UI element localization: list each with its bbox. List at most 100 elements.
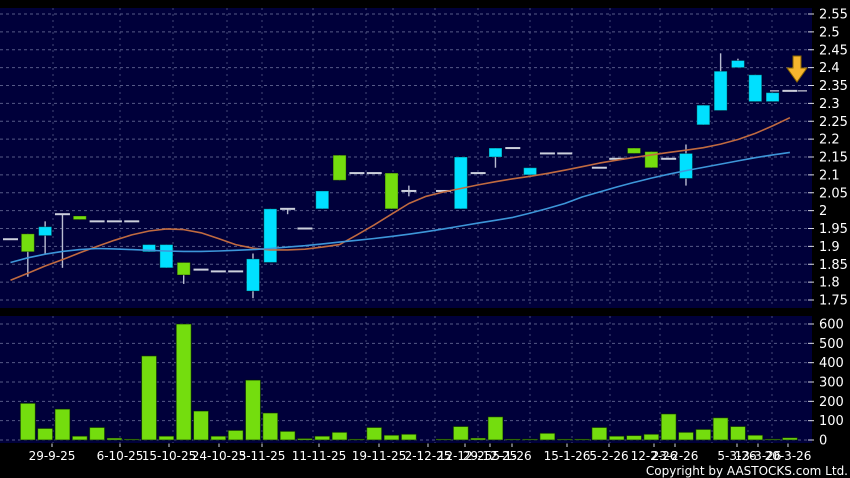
date-axis-label: 5-3-26 <box>717 449 756 463</box>
volume-bar <box>19 402 36 441</box>
volume-axis-label: 0 <box>819 434 827 449</box>
volume-bar <box>556 438 573 441</box>
volume-bar <box>106 437 123 441</box>
volume-bar <box>695 428 712 441</box>
volume-bar <box>781 437 798 441</box>
volume-bar <box>712 417 729 441</box>
volume-panel[interactable] <box>0 316 812 443</box>
copyright-text: Copyright by AASTOCKS.com Ltd. <box>646 464 848 478</box>
candle-down <box>20 233 35 253</box>
volume-bars <box>19 323 798 441</box>
date-axis-label: 12-12-25 <box>438 449 492 463</box>
volume-bar <box>71 435 88 441</box>
volume-bar <box>764 438 781 441</box>
volume-bar <box>574 438 591 441</box>
price-axis-label: 2.15 <box>819 151 848 166</box>
date-axis-label: 5-1-26 <box>492 449 531 463</box>
volume-bar <box>487 416 504 441</box>
price-axis-label: 2.55 <box>819 8 848 23</box>
volume-bar <box>314 435 331 441</box>
candle-up <box>730 59 745 69</box>
volume-axis: 600 500 400 300 200 100 0 <box>808 318 844 449</box>
price-panel[interactable] <box>0 8 812 308</box>
candles <box>3 53 798 299</box>
volume-bar <box>591 426 608 441</box>
date-axis-label: 15-10-25 <box>142 449 196 463</box>
candle-up <box>38 226 53 237</box>
volume-bar <box>89 426 106 441</box>
date-axis-label: 11-11-25 <box>292 449 346 463</box>
gridlines <box>0 8 812 443</box>
candle-down <box>627 147 642 154</box>
date-axis-label: 6-10-25 <box>97 449 144 463</box>
price-axis-label: 1.8 <box>819 276 840 291</box>
candle-up <box>765 92 780 103</box>
date-axis-label: 29-12-25 <box>463 449 517 463</box>
candle-up <box>245 258 260 292</box>
candle-up <box>678 152 693 179</box>
volume-bar <box>452 425 469 441</box>
volume-bar <box>470 437 487 441</box>
volume-axis-label: 600 <box>819 318 844 333</box>
volume-bar <box>539 432 556 441</box>
volume-bar <box>660 413 677 441</box>
ma-fast-orange-line <box>10 116 791 282</box>
price-axis-label: 2.5 <box>819 25 840 40</box>
down-arrow-icon <box>786 55 808 83</box>
date-axis-label: 2-12-25 <box>405 449 452 463</box>
price-axis-label: 1.75 <box>819 294 848 309</box>
price-axis-label: 2.2 <box>819 133 840 148</box>
candle-up <box>315 190 330 210</box>
candle-down <box>72 215 87 221</box>
volume-bar <box>348 438 365 441</box>
price-axis-label: 2.3 <box>819 97 840 112</box>
candle-up <box>523 167 538 176</box>
markers <box>770 55 811 92</box>
volume-axis-label: 300 <box>819 376 844 391</box>
volume-bar <box>608 435 625 441</box>
ma-slow-blue-line <box>10 151 791 264</box>
volume-bar <box>158 435 175 441</box>
date-axis-label: 5-2-26 <box>589 449 628 463</box>
date-axis-label: 23-2-26 <box>652 449 699 463</box>
volume-bar <box>331 431 348 441</box>
price-axis-label: 2.1 <box>819 168 840 183</box>
candle-up <box>142 244 157 253</box>
volume-bar <box>747 434 764 441</box>
volume-bar <box>522 438 539 441</box>
price-axis: 2.55 2.5 2.45 2.4 2.35 2.3 2.25 2.2 2.15 2.1 2.05 2… <box>808 8 848 309</box>
candle-up <box>748 74 763 103</box>
price-axis-label: 2.4 <box>819 61 840 76</box>
price-axis-label: 1.95 <box>819 222 848 237</box>
volume-bar <box>54 408 71 441</box>
candle-down <box>384 172 399 210</box>
candle-up <box>159 244 174 269</box>
price-axis-label: 2 <box>819 204 827 219</box>
price-axis-label: 2.05 <box>819 186 848 201</box>
volume-bar <box>504 438 521 441</box>
date-axis-label: 12-2-26 <box>631 449 678 463</box>
volume-axis-label: 100 <box>819 414 844 429</box>
price-axis-label: 2.45 <box>819 43 848 58</box>
volume-bar <box>296 437 313 441</box>
volume-bar <box>366 426 383 441</box>
volume-bar <box>123 438 140 441</box>
candle-up <box>488 147 503 158</box>
volume-axis-label: 400 <box>819 356 844 371</box>
volume-bar <box>175 323 192 441</box>
volume-bar <box>435 438 452 441</box>
date-axis-label: 15-1-26 <box>544 449 591 463</box>
price-axis-label: 2.35 <box>819 79 848 94</box>
candle-up <box>453 156 468 210</box>
price-axis-label: 2.25 <box>819 115 848 130</box>
volume-axis-label: 200 <box>819 395 844 410</box>
date-axis-label: 19-11-25 <box>352 449 406 463</box>
candle-up <box>713 70 728 112</box>
volume-bar <box>677 431 694 441</box>
volume-bar <box>383 434 400 441</box>
volume-bar <box>400 433 417 441</box>
date-axis-label: 24-10-25 <box>192 449 246 463</box>
volume-bar <box>141 355 158 441</box>
